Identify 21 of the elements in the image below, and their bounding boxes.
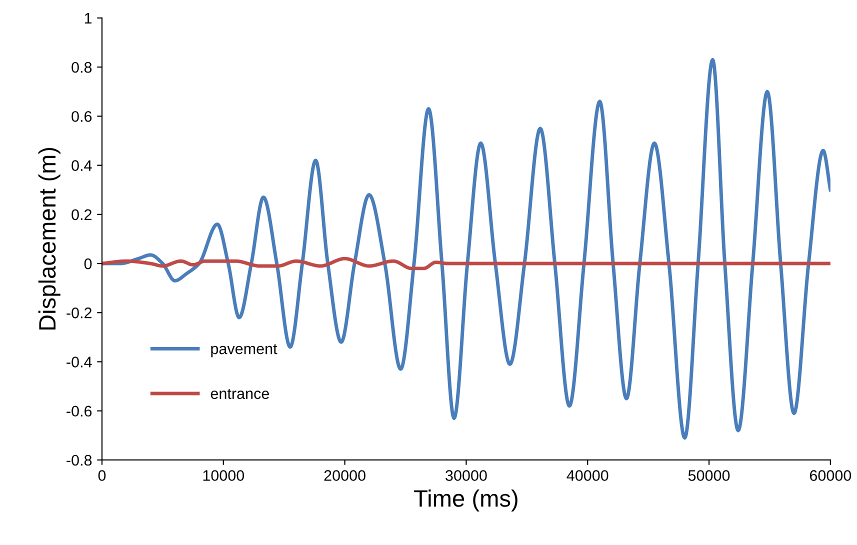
y-tick-label: 0.4: [72, 160, 92, 172]
legend-label: entrance: [210, 388, 269, 400]
y-tick-label: 1: [84, 13, 92, 24]
y-tick-label: 0.2: [72, 209, 92, 220]
y-tick-label: -0.6: [66, 406, 92, 417]
x-tick-label: 0: [98, 470, 106, 481]
y-tick-label: -0.4: [66, 356, 92, 368]
x-tick-label: 50000: [688, 470, 730, 481]
y-tick-label: -0.2: [66, 308, 92, 318]
x-tick-label: 40000: [566, 470, 608, 481]
y-tick-label: -0.8: [66, 454, 92, 466]
x-axis-title: Time (ms): [414, 490, 518, 512]
x-tick-label: 60000: [810, 470, 852, 481]
y-tick-label: 0.6: [72, 111, 92, 122]
x-tick-label: 30000: [446, 470, 487, 481]
x-tick-label: 20000: [324, 470, 366, 481]
y-tick-label: 0: [84, 258, 92, 270]
y-tick-label: 0.8: [72, 62, 92, 73]
y-axis-title: Displacement (m): [38, 148, 60, 330]
x-tick-label: 10000: [203, 470, 244, 481]
legend-label: pavement: [211, 344, 278, 358]
